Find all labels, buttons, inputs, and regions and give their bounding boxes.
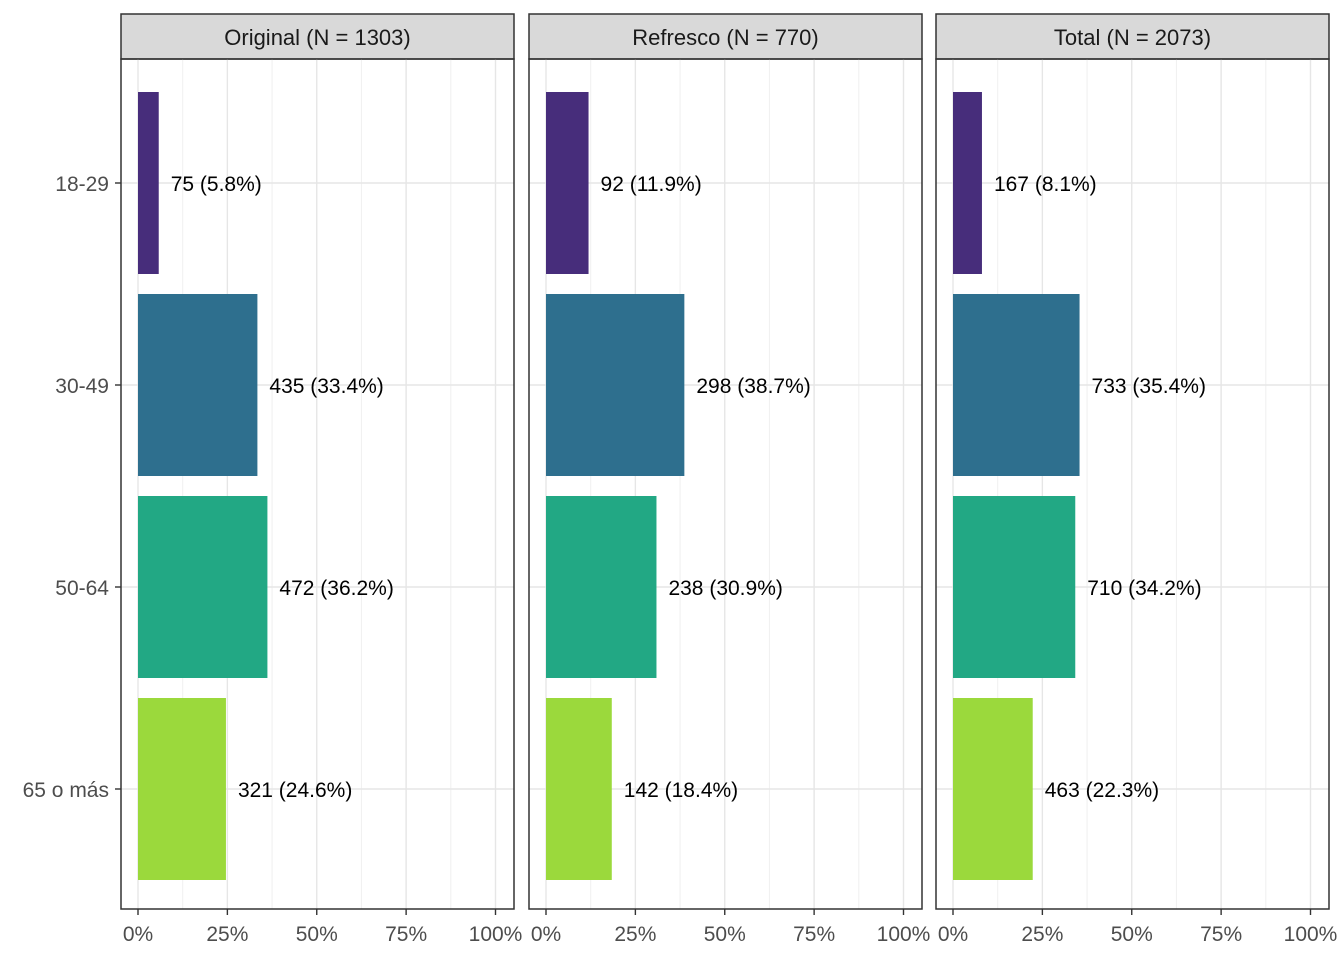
- x-tick-label: 100%: [877, 923, 931, 946]
- bar-30-49: [138, 294, 258, 476]
- x-tick-label: 50%: [1111, 923, 1153, 946]
- bar-30-49: [546, 294, 685, 476]
- x-tick-label: 0%: [123, 923, 153, 946]
- bar-label: 142 (18.4%): [624, 779, 738, 802]
- y-tick-label: 30-49: [55, 375, 109, 398]
- x-tick-label: 75%: [385, 923, 427, 946]
- y-tick-label: 50-64: [55, 577, 109, 600]
- panel-border: [528, 58, 923, 910]
- bar-label: 75 (5.8%): [171, 173, 262, 196]
- x-tick-label: 75%: [1200, 923, 1242, 946]
- bar-label: 321 (24.6%): [238, 779, 352, 802]
- panel-border: [935, 58, 1330, 910]
- bar-18-29: [138, 92, 159, 274]
- bar-label: 710 (34.2%): [1087, 577, 1201, 600]
- bar-label: 298 (38.7%): [696, 375, 810, 398]
- bar-30-49: [953, 294, 1080, 476]
- bar-label: 238 (30.9%): [668, 577, 782, 600]
- x-tick-label: 25%: [614, 923, 656, 946]
- bar-50-64: [953, 496, 1076, 678]
- x-tick-label: 25%: [206, 923, 248, 946]
- x-tick-label: 25%: [1021, 923, 1063, 946]
- facet-strip: [528, 13, 923, 60]
- bar-label: 733 (35.4%): [1092, 375, 1206, 398]
- bar-label: 463 (22.3%): [1045, 779, 1159, 802]
- bar-65-o-más: [138, 698, 226, 880]
- bar-50-64: [138, 496, 268, 678]
- facet-title: Original (N = 1303): [224, 25, 410, 50]
- bar-65-o-más: [953, 698, 1033, 880]
- bar-18-29: [546, 92, 589, 274]
- facet-strip: [935, 13, 1330, 60]
- x-tick-label: 0%: [938, 923, 968, 946]
- x-tick-label: 75%: [793, 923, 835, 946]
- bar-label: 472 (36.2%): [279, 577, 393, 600]
- facet-title: Total (N = 2073): [1054, 25, 1211, 50]
- bar-65-o-más: [546, 698, 612, 880]
- panel-border: [120, 58, 515, 910]
- bar-label: 435 (33.4%): [269, 375, 383, 398]
- y-tick-label: 65 o más: [23, 779, 109, 802]
- y-tick-label: 18-29: [55, 173, 109, 196]
- x-tick-label: 100%: [469, 923, 523, 946]
- facet-title: Refresco (N = 770): [632, 25, 818, 50]
- x-tick-label: 50%: [704, 923, 746, 946]
- bar-label: 167 (8.1%): [994, 173, 1097, 196]
- bar-18-29: [953, 92, 982, 274]
- x-tick-label: 0%: [531, 923, 561, 946]
- bar-label: 92 (11.9%): [601, 173, 702, 196]
- x-tick-label: 50%: [296, 923, 338, 946]
- x-tick-label: 100%: [1284, 923, 1338, 946]
- facet-strip: [120, 13, 515, 60]
- bar-50-64: [546, 496, 657, 678]
